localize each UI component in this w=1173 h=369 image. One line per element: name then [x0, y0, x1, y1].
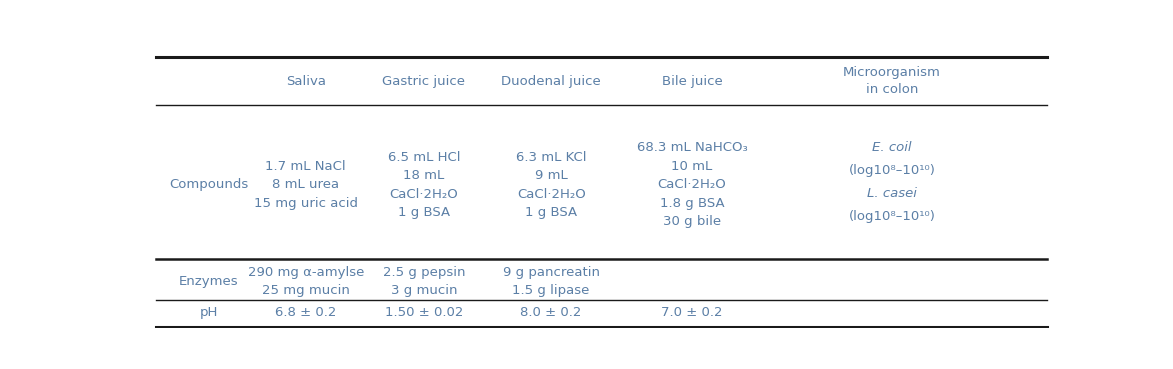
Text: Enzymes: Enzymes — [178, 275, 238, 288]
Text: 8.0 ± 0.2: 8.0 ± 0.2 — [521, 306, 582, 319]
Text: 1.7 mL NaCl
8 mL urea
15 mg uric acid: 1.7 mL NaCl 8 mL urea 15 mg uric acid — [253, 160, 358, 210]
Text: 9 g pancreatin
1.5 g lipase: 9 g pancreatin 1.5 g lipase — [503, 266, 599, 297]
Text: pH: pH — [199, 306, 218, 319]
Text: 6.3 mL KCl
9 mL
CaCl·2H₂O
1 g BSA: 6.3 mL KCl 9 mL CaCl·2H₂O 1 g BSA — [516, 151, 586, 219]
Text: Microorganism
in colon: Microorganism in colon — [843, 66, 941, 96]
Text: L. casei: L. casei — [867, 187, 917, 200]
Text: Compounds: Compounds — [169, 179, 248, 192]
Text: E. coil: E. coil — [873, 141, 911, 155]
Text: (log10⁸–10¹⁰): (log10⁸–10¹⁰) — [848, 210, 936, 223]
Text: 7.0 ± 0.2: 7.0 ± 0.2 — [662, 306, 723, 319]
Text: Duodenal juice: Duodenal juice — [501, 75, 601, 88]
Text: 290 mg α-amylse
25 mg mucin: 290 mg α-amylse 25 mg mucin — [248, 266, 364, 297]
Text: (log10⁸–10¹⁰): (log10⁸–10¹⁰) — [848, 164, 936, 177]
Text: Saliva: Saliva — [286, 75, 326, 88]
Text: 68.3 mL NaHCO₃
10 mL
CaCl·2H₂O
1.8 g BSA
30 g bile: 68.3 mL NaHCO₃ 10 mL CaCl·2H₂O 1.8 g BSA… — [637, 141, 747, 228]
Text: 1.50 ± 0.02: 1.50 ± 0.02 — [385, 306, 463, 319]
Text: 2.5 g pepsin
3 g mucin: 2.5 g pepsin 3 g mucin — [382, 266, 466, 297]
Text: 6.5 mL HCl
18 mL
CaCl·2H₂O
1 g BSA: 6.5 mL HCl 18 mL CaCl·2H₂O 1 g BSA — [387, 151, 460, 219]
Text: 6.8 ± 0.2: 6.8 ± 0.2 — [274, 306, 337, 319]
Text: Bile juice: Bile juice — [662, 75, 723, 88]
Text: Gastric juice: Gastric juice — [382, 75, 466, 88]
